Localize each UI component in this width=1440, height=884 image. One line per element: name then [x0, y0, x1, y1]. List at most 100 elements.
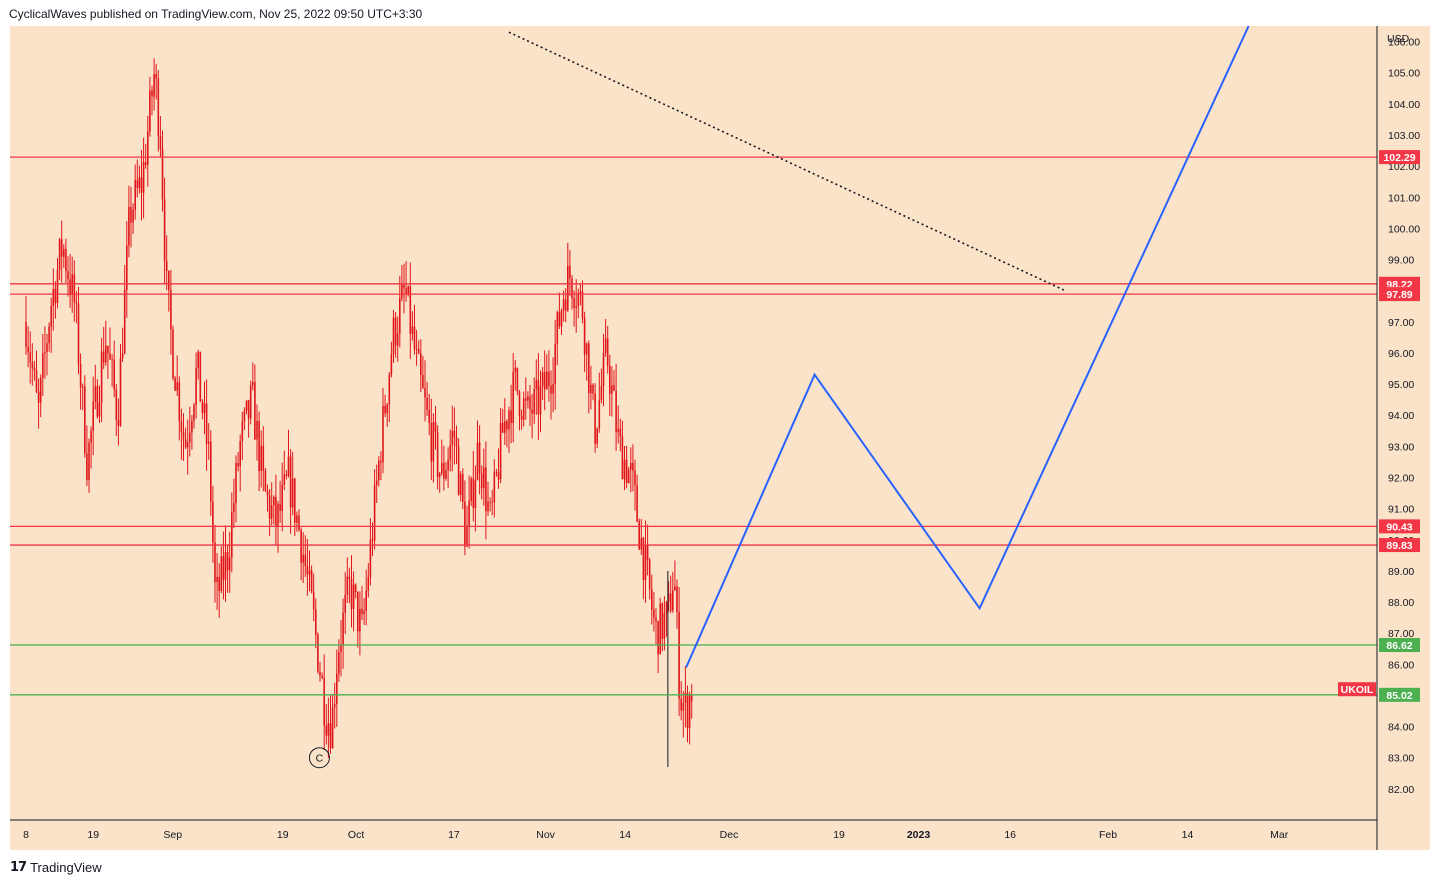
candle-body — [403, 284, 405, 289]
candle-body — [669, 593, 672, 611]
candle-body — [212, 501, 214, 543]
candle-body — [514, 367, 517, 372]
level-tag-97.89 — [1379, 287, 1420, 302]
candle-body — [260, 445, 262, 472]
candle-body — [365, 590, 367, 611]
candle-body — [623, 459, 626, 480]
candle-body — [86, 453, 88, 481]
candle-body — [75, 302, 78, 304]
candle-body — [228, 557, 231, 571]
time-tick-label: 19 — [833, 829, 845, 841]
price-tick-label: 102.00 — [1388, 161, 1420, 173]
candle-body — [445, 470, 447, 479]
candle-body — [554, 343, 556, 385]
time-tick-label: Feb — [1099, 829, 1117, 841]
candle-body — [413, 326, 416, 350]
candle-body — [37, 391, 40, 403]
candle-body — [56, 269, 59, 304]
candle-body — [256, 420, 258, 440]
candle-body — [447, 459, 449, 471]
candle-body — [411, 326, 414, 334]
candle-body — [323, 677, 325, 726]
candle-body — [457, 446, 460, 495]
candle-body — [380, 460, 382, 463]
candle-body — [466, 526, 468, 547]
candle-body — [132, 209, 134, 223]
candle-body — [438, 473, 441, 477]
candle-body — [231, 512, 233, 558]
candle-body — [424, 387, 426, 398]
candle-body — [606, 338, 609, 366]
horizontal-levels[interactable] — [10, 156, 1377, 696]
candle-body — [306, 566, 309, 575]
candle-body — [378, 460, 380, 481]
candle-body — [531, 409, 533, 414]
candle-body — [619, 428, 622, 437]
candle-body — [535, 380, 538, 389]
drawings-layer[interactable]: C — [308, 25, 1250, 769]
wave-label-circle[interactable] — [308, 747, 330, 769]
tradingview-footer[interactable]: 17 TradingView — [10, 858, 102, 876]
candle-body — [470, 478, 472, 501]
candle-body — [302, 554, 304, 563]
candle-body — [216, 576, 218, 583]
candle-body — [218, 576, 220, 592]
candle-body — [648, 559, 651, 590]
candle-body — [388, 374, 391, 405]
candle-body — [630, 463, 632, 470]
candle-body — [182, 432, 185, 440]
candle-body — [434, 422, 437, 433]
candle-body — [430, 422, 433, 462]
candle-body — [690, 695, 693, 702]
candle-body — [73, 274, 76, 303]
time-axis[interactable] — [10, 820, 1377, 850]
candle-body — [247, 400, 250, 419]
price-tick-label: 82.00 — [1388, 784, 1414, 796]
candle-body — [678, 612, 680, 699]
candle-body — [546, 371, 548, 390]
time-tick-label: 16 — [1004, 829, 1016, 841]
candle-body — [686, 692, 689, 729]
price-tick-label: 84.00 — [1388, 722, 1414, 734]
candle-body — [453, 430, 456, 437]
candle-body — [105, 345, 107, 363]
candle-body — [420, 353, 422, 375]
candle-body — [176, 381, 178, 391]
candle-body — [392, 317, 395, 355]
candle-body — [63, 248, 65, 257]
candle-body — [487, 501, 489, 512]
candle-body — [205, 403, 208, 444]
candle-body — [558, 312, 561, 327]
candle-body — [237, 463, 239, 467]
candle-body — [319, 671, 321, 676]
candle-body — [186, 442, 189, 448]
candle-body — [224, 551, 227, 580]
candle-body — [58, 239, 61, 270]
candle-body — [417, 348, 420, 354]
level-tag-89.83 — [1379, 538, 1420, 553]
candle-body — [493, 471, 496, 503]
symbol-tag — [1338, 682, 1376, 697]
time-tick-label: Mar — [1270, 829, 1289, 841]
candle-body — [151, 90, 153, 97]
candle-body — [193, 405, 195, 421]
candle-body — [262, 445, 265, 471]
candle-body — [478, 442, 481, 474]
candle-body — [560, 310, 563, 327]
projection-path[interactable] — [685, 25, 1250, 668]
candle-body — [525, 398, 527, 401]
candle-body — [199, 351, 202, 402]
candle-body — [189, 432, 191, 443]
candle-body — [98, 402, 101, 417]
candle-body — [35, 370, 38, 392]
dotted-trendline[interactable] — [508, 31, 1066, 292]
candle-body — [201, 401, 204, 413]
candle-body — [241, 421, 244, 441]
candle-body — [336, 673, 338, 705]
price-tick-label: 87.00 — [1388, 628, 1414, 640]
candle-body — [329, 723, 332, 748]
candle-body — [90, 430, 92, 443]
candle-body — [527, 396, 529, 401]
candle-body — [585, 343, 588, 355]
